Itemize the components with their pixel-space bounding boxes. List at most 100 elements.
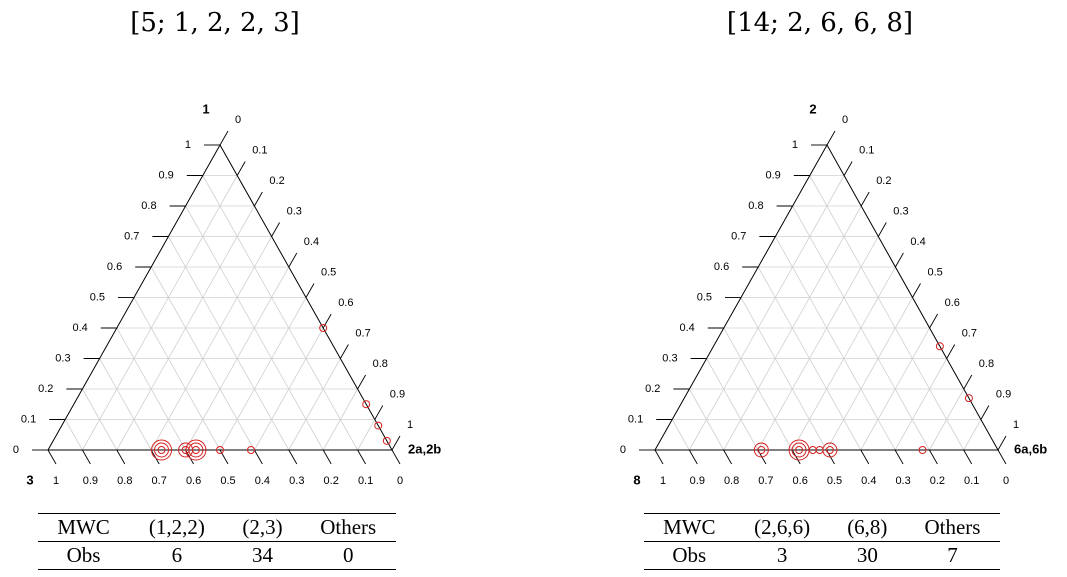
axis-tick — [654, 449, 664, 465]
table-cell: Obs — [38, 541, 130, 570]
data-point-ring — [188, 442, 204, 458]
table-cell: 30 — [829, 541, 905, 570]
axis-tick — [305, 283, 315, 298]
data-point — [246, 446, 255, 454]
axis-tick — [357, 449, 366, 465]
table-header-row: MWC (1,2,2) (2,3) Others — [38, 513, 396, 542]
axis-tick — [997, 449, 1007, 465]
tick-label: 0.8 — [117, 475, 132, 487]
tick-label: 0.2 — [269, 175, 284, 187]
axis-tick — [288, 252, 298, 268]
grid-line — [133, 297, 221, 451]
table-cell: 3 — [734, 541, 830, 570]
tick-label: 0.7 — [731, 230, 746, 242]
data-point-ring — [918, 446, 927, 454]
tick-label: 0.8 — [979, 358, 994, 370]
tick-label: 0.4 — [304, 236, 319, 248]
data-point-ring — [374, 421, 383, 430]
data-point — [151, 439, 173, 461]
axis-tick — [254, 449, 263, 465]
table-header-cell: MWC — [38, 513, 130, 542]
grid-line — [894, 358, 948, 451]
data-point — [918, 446, 927, 454]
grid-line — [929, 388, 965, 451]
table-header-cell: Others — [300, 513, 396, 542]
grid-line — [322, 388, 358, 451]
axis-tick — [894, 449, 904, 465]
vertex-label-top: 2 — [809, 101, 816, 116]
data-point — [362, 400, 371, 409]
data-point-ring — [319, 324, 328, 332]
grid-line — [150, 236, 272, 451]
tick-label: 0.7 — [124, 230, 139, 242]
data-point-ring — [822, 442, 838, 458]
data-point-ring — [185, 439, 207, 461]
grid-line — [82, 388, 118, 451]
axis-tick — [116, 449, 126, 465]
axis-tick — [219, 130, 229, 146]
grid-line — [740, 297, 827, 451]
tick-label: 0.1 — [964, 475, 979, 487]
tick-label: 0.9 — [766, 169, 781, 181]
axis-tick — [963, 449, 973, 465]
tick-label: 0.6 — [793, 475, 808, 487]
ternary-plot — [32, 130, 401, 465]
grid-line — [168, 236, 290, 451]
table-row: Obs 6 34 0 — [38, 541, 396, 570]
tick-label: 0.3 — [662, 352, 677, 364]
tick-label: 0.6 — [945, 297, 960, 309]
tick-label: 1 — [53, 475, 59, 487]
data-point-ring — [362, 400, 371, 409]
grid-line — [688, 175, 845, 451]
axis-tick — [929, 313, 938, 329]
grid-line — [723, 327, 793, 451]
table-header-cell: (2,3) — [224, 513, 301, 542]
tick-label: 0.5 — [220, 475, 235, 487]
axis-tick — [980, 405, 990, 420]
tick-label: 0.6 — [107, 261, 122, 273]
tick-label: 0.2 — [876, 175, 891, 187]
axis-tick — [963, 374, 973, 390]
grid-line — [775, 236, 896, 451]
mwc-table: MWC (1,2,2) (2,3) Others Obs 6 34 0 — [38, 513, 396, 570]
tick-label: 0.5 — [697, 291, 712, 303]
grid-line — [116, 327, 186, 451]
tick-label: 0.5 — [928, 266, 943, 278]
tick-label: 0.1 — [859, 144, 874, 156]
grid-line — [254, 327, 324, 451]
tick-label: 1 — [660, 475, 666, 487]
data-point-ring — [825, 446, 834, 454]
axis-tick — [288, 449, 298, 465]
axis-tick — [860, 449, 870, 465]
tick-label: 0.8 — [748, 200, 763, 212]
data-point — [216, 446, 224, 454]
tick-label: 0.3 — [287, 205, 302, 217]
tick-label: 0.9 — [690, 475, 705, 487]
tick-label: 0.7 — [962, 327, 977, 339]
data-point-ring — [246, 446, 255, 454]
vertex-label-right: 6a,6b — [1014, 441, 1047, 456]
data-point — [185, 439, 207, 461]
tick-label: 0 — [1003, 475, 1009, 487]
data-point — [753, 442, 769, 458]
tick-label: 0.5 — [90, 291, 105, 303]
tick-label: 0.4 — [680, 322, 695, 334]
table-row: Obs 3 30 7 — [644, 541, 1000, 570]
axis-tick — [47, 449, 57, 465]
tick-label: 0.3 — [289, 475, 304, 487]
tick-label: 0.7 — [355, 327, 370, 339]
tick-label: 0.1 — [628, 413, 643, 425]
grid-line — [288, 358, 341, 451]
table-header-row: MWC (2,6,6) (6,8) Others — [644, 513, 1000, 542]
data-point — [964, 394, 973, 403]
axis-tick — [860, 191, 870, 207]
grid-line — [219, 297, 307, 451]
grid-line — [689, 388, 724, 451]
tick-label: 0.2 — [930, 475, 945, 487]
tick-label: 0.9 — [159, 169, 174, 181]
axis-tick — [82, 449, 91, 465]
axis-tick — [340, 344, 349, 359]
grid-line — [99, 358, 152, 451]
axis-tick — [877, 222, 887, 237]
tick-label: 0.1 — [21, 413, 36, 425]
